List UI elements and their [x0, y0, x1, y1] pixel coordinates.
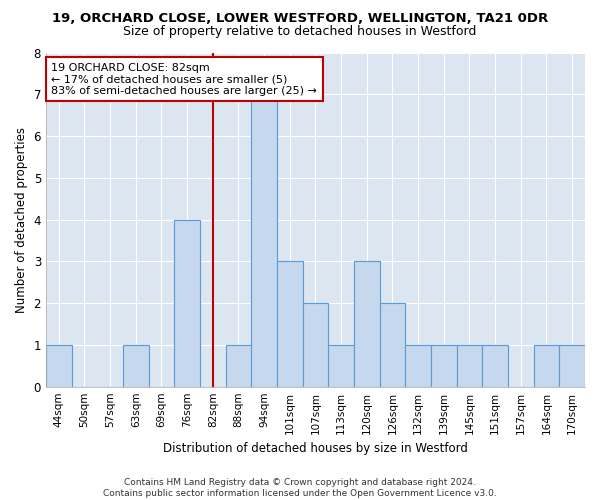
Bar [457, 345, 482, 387]
X-axis label: Distribution of detached houses by size in Westford: Distribution of detached houses by size … [163, 442, 468, 455]
Text: Contains HM Land Registry data © Crown copyright and database right 2024.
Contai: Contains HM Land Registry data © Crown c… [103, 478, 497, 498]
Bar [380, 303, 406, 386]
Bar [533, 345, 559, 387]
Y-axis label: Number of detached properties: Number of detached properties [15, 126, 28, 312]
Bar [277, 262, 302, 386]
Bar [482, 345, 508, 387]
Bar [406, 345, 431, 387]
Bar [226, 345, 251, 387]
Bar [328, 345, 354, 387]
Bar [251, 94, 277, 387]
Text: 19, ORCHARD CLOSE, LOWER WESTFORD, WELLINGTON, TA21 0DR: 19, ORCHARD CLOSE, LOWER WESTFORD, WELLI… [52, 12, 548, 26]
Text: Size of property relative to detached houses in Westford: Size of property relative to detached ho… [124, 25, 476, 38]
Bar [46, 345, 71, 387]
Bar [354, 262, 380, 386]
Bar [302, 303, 328, 386]
Bar [559, 345, 585, 387]
Bar [174, 220, 200, 386]
Text: 19 ORCHARD CLOSE: 82sqm
← 17% of detached houses are smaller (5)
83% of semi-det: 19 ORCHARD CLOSE: 82sqm ← 17% of detache… [52, 62, 317, 96]
Bar [123, 345, 149, 387]
Bar [431, 345, 457, 387]
